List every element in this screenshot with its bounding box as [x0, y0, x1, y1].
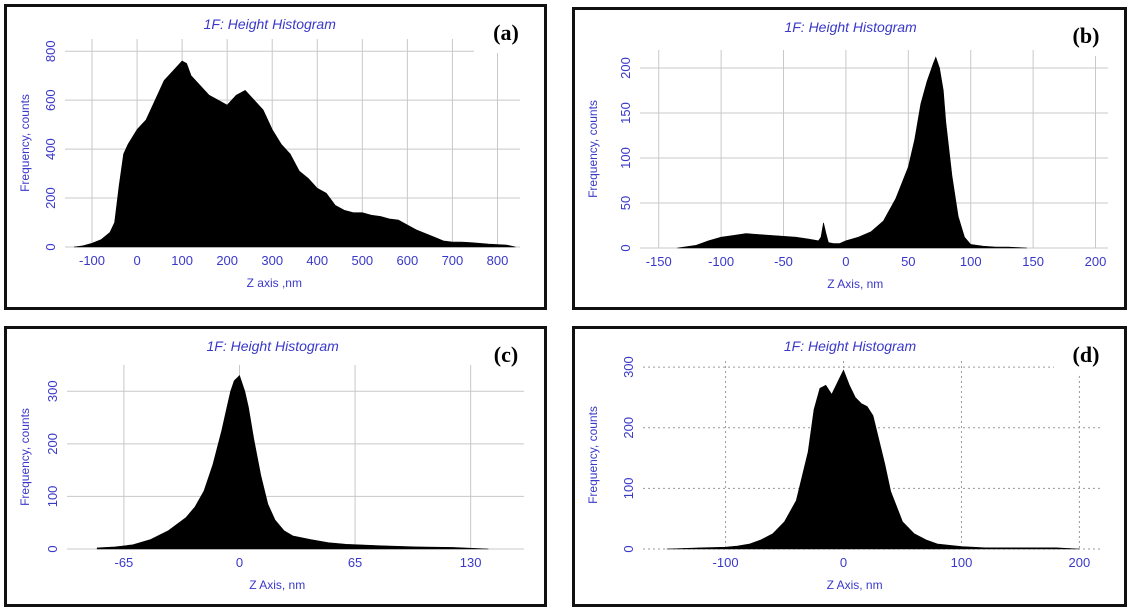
x-tick-label: 100 [171, 253, 193, 268]
y-tick-label: 100 [45, 486, 60, 508]
histogram-series-d [666, 369, 1080, 550]
y-axis-label: Frequency, counts [586, 406, 600, 504]
chart-title: 1F: Height Histogram [207, 338, 340, 354]
x-tick-label: 200 [1085, 254, 1107, 269]
x-tick-label: 0 [842, 254, 849, 269]
histogram-series-c [96, 374, 489, 550]
x-tick-label: 0 [133, 253, 140, 268]
y-tick-label: 600 [43, 89, 58, 111]
x-tick-label: -150 [646, 254, 672, 269]
chart-title: 1F: Height Histogram [784, 19, 917, 35]
y-tick-label: 400 [43, 138, 58, 160]
y-tick-label: 150 [618, 102, 633, 124]
y-axis-label: Frequency, counts [586, 100, 600, 198]
y-tick-label: 300 [621, 356, 636, 378]
x-tick-label: 800 [487, 253, 509, 268]
x-tick-label: 100 [951, 555, 973, 570]
histogram-panel-b: -150 -100 -50 0 50 100 150 200 0 50 100 150 200 1F: H… [572, 7, 1127, 310]
y-tick-label: 300 [45, 380, 60, 402]
y-tick-label: 0 [45, 545, 60, 552]
x-tick-label: 65 [348, 555, 362, 570]
x-tick-label: 200 [1069, 555, 1091, 570]
y-axis-label: Frequency, counts [18, 94, 32, 192]
histogram-panel-a: -100 0 100 200 300 400 500 600 700 800 0 200 400 600 8… [4, 4, 547, 310]
y-tick-label: 0 [43, 243, 58, 250]
x-tick-label: 700 [442, 253, 464, 268]
histogram-chart-c: -65 0 65 130 0 100 200 300 1F: Height Histogram Z… [18, 338, 524, 592]
histogram-chart-d: -100 0 100 200 0 100 200 300 1F: Height Histogra… [586, 338, 1103, 592]
chart-title: 1F: Height Histogram [204, 16, 337, 32]
histogram-series-b [677, 56, 1027, 249]
y-tick-label: 200 [618, 57, 633, 79]
chart-title: 1F: Height Histogram [784, 338, 917, 354]
y-tick-label: 100 [621, 478, 636, 500]
x-axis-label: Z Axis, nm [249, 578, 305, 592]
x-tick-label: 200 [216, 253, 238, 268]
x-tick-label: -100 [713, 555, 739, 570]
histogram-chart-a: -100 0 100 200 300 400 500 600 700 800 0 200 400 600 8… [18, 16, 520, 290]
y-tick-label: 100 [618, 147, 633, 169]
x-tick-label: 600 [397, 253, 419, 268]
y-tick-label: 0 [621, 545, 636, 552]
y-tick-label: 200 [621, 417, 636, 439]
x-tick-label: 100 [960, 254, 982, 269]
x-tick-label: 300 [261, 253, 283, 268]
histogram-chart-b: -150 -100 -50 0 50 100 150 200 0 50 100 150 200 1F: H… [586, 19, 1108, 291]
x-tick-label: 500 [351, 253, 373, 268]
histogram-panel-d: -100 0 100 200 0 100 200 300 1F: Height Histogra… [572, 326, 1127, 607]
y-tick-label: 200 [45, 433, 60, 455]
x-tick-label: -65 [115, 555, 134, 570]
histogram-panel-c: -65 0 65 130 0 100 200 300 1F: Height Histogram Z… [4, 326, 547, 607]
x-axis-label: Z Axis, nm [827, 578, 883, 592]
x-tick-label: -50 [774, 254, 793, 269]
x-tick-label: 0 [840, 555, 847, 570]
panel-label-a: (a) [474, 13, 538, 53]
panel-label-d: (d) [1054, 335, 1118, 375]
y-tick-label: 0 [618, 244, 633, 251]
y-axis-label: Frequency, counts [18, 408, 32, 506]
panel-label-c: (c) [474, 335, 538, 375]
x-tick-label: 50 [901, 254, 915, 269]
x-tick-label: 150 [1022, 254, 1044, 269]
x-tick-label: 0 [236, 555, 243, 570]
y-tick-label: 50 [618, 196, 633, 210]
y-tick-label: 800 [43, 40, 58, 62]
x-tick-label: 400 [306, 253, 328, 268]
x-tick-label: -100 [708, 254, 734, 269]
y-tick-label: 200 [43, 187, 58, 209]
x-axis-label: Z Axis, nm [827, 277, 883, 291]
x-axis-label: Z axis ,nm [247, 276, 302, 290]
x-tick-label: 130 [460, 555, 482, 570]
histogram-series-a [73, 60, 516, 248]
x-tick-label: -100 [79, 253, 105, 268]
panel-label-b: (b) [1054, 16, 1118, 56]
